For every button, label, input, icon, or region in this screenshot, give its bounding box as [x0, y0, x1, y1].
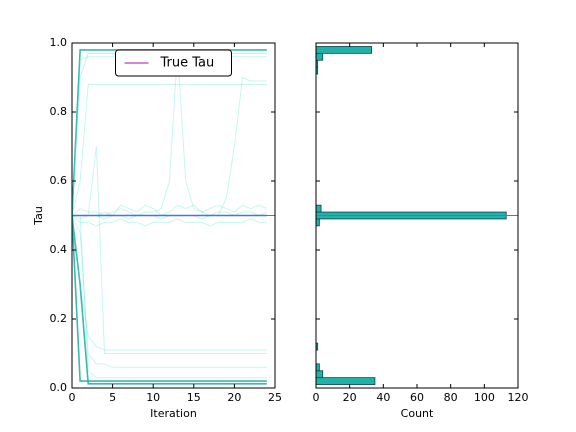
x-tick-label: 40	[376, 391, 390, 404]
trace-line	[72, 215, 267, 351]
y-tick-label: 0.2	[50, 312, 68, 325]
x-axis-label: Iteration	[150, 407, 197, 420]
y-tick-label: 0.0	[50, 381, 68, 394]
x-tick-label: 120	[508, 391, 529, 404]
x-tick-label: 25	[268, 391, 282, 404]
trace-line	[72, 215, 267, 379]
x-tick-label: 10	[146, 391, 160, 404]
hist-bar	[316, 377, 376, 385]
trace-line	[72, 215, 267, 368]
legend-box	[115, 49, 232, 77]
legend-label: True Tau	[160, 56, 215, 71]
legend: True Tau	[115, 49, 232, 77]
trace-line	[72, 215, 267, 227]
x-tick-label: 5	[109, 391, 116, 404]
y-tick-label: 0.4	[50, 243, 68, 256]
hist-bar	[316, 363, 320, 372]
hist-bar	[316, 52, 324, 61]
y-tick-label: 0.8	[50, 105, 68, 118]
trace-line	[72, 215, 267, 382]
hist-bar	[316, 370, 324, 379]
x-tick-label: 20	[343, 391, 357, 404]
axes-frame	[71, 42, 276, 389]
y-tick-label: 0.6	[50, 174, 68, 187]
plot-area-right	[316, 46, 518, 385]
trace-line	[72, 83, 267, 216]
hist-bar	[316, 218, 320, 227]
hist-bar	[316, 342, 319, 351]
trace-line	[72, 146, 267, 354]
trace-line	[72, 204, 268, 217]
hist-bar	[316, 46, 372, 54]
axes: True Tau 0 5 10 15 20 25 0.0 0.2 0.4 0.6 0.8 1.0 Iter…	[32, 36, 529, 420]
hist-bar	[316, 204, 322, 213]
x-axis-label: Count	[401, 407, 434, 420]
x-tick-label: 15	[187, 391, 201, 404]
x-tick-label: 0	[69, 391, 76, 404]
x-tick-label: 100	[474, 391, 495, 404]
x-tick-label: 0	[313, 391, 320, 404]
y-axis-label: Tau	[32, 206, 45, 226]
x-tick-label: 20	[227, 391, 241, 404]
y-tick-label: 1.0	[50, 36, 68, 49]
plot-area-left	[72, 49, 275, 385]
trace-line	[72, 215, 267, 385]
x-tick-label: 60	[410, 391, 424, 404]
x-tick-label: 80	[444, 391, 458, 404]
